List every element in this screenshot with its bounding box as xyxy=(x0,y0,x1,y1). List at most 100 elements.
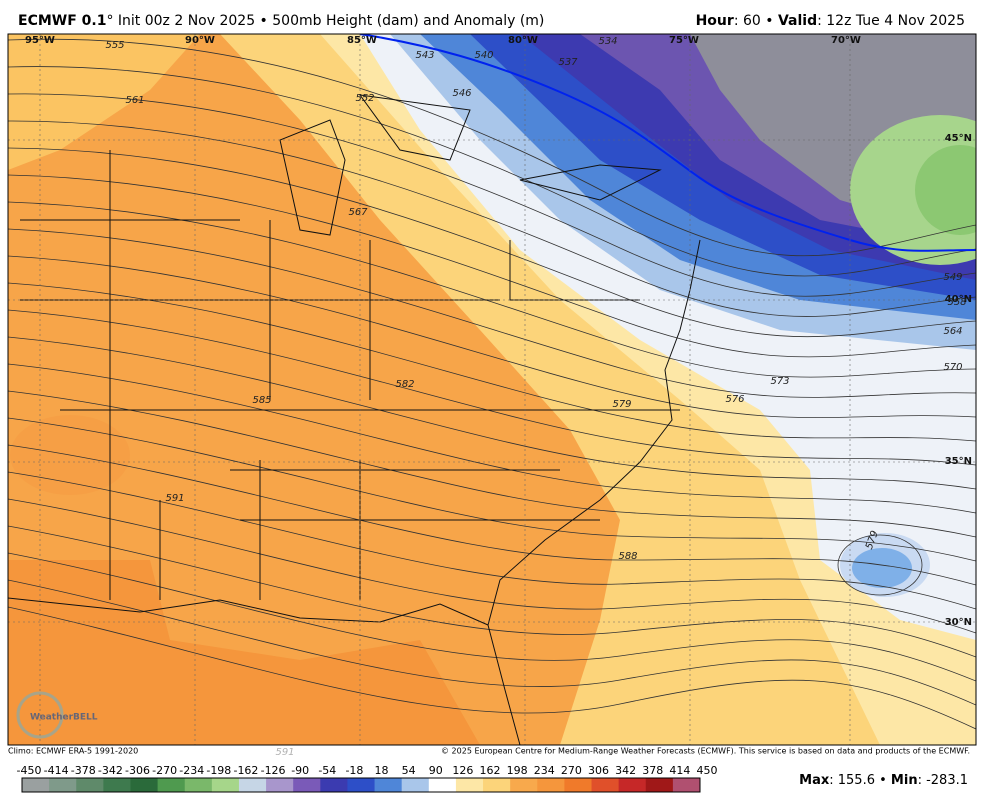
borders xyxy=(8,94,701,745)
colorbar-swatch xyxy=(455,778,484,792)
contour xyxy=(8,525,976,658)
colorbar-tick-label: -306 xyxy=(125,764,150,777)
min-value: : -283.1 xyxy=(918,773,968,788)
colorbar-swatch xyxy=(618,778,647,792)
colorbar-frame xyxy=(21,777,701,793)
colorbar-swatch xyxy=(483,778,511,792)
graticule xyxy=(8,34,976,745)
title-rest: ° Init 00z 2 Nov 2025 • 500mb Height (da… xyxy=(106,13,544,29)
field xyxy=(220,34,976,745)
contour-label: 549 xyxy=(943,272,962,283)
colorbar-swatch xyxy=(76,778,104,792)
colorbar-tick-label: 270 xyxy=(561,764,582,777)
colorbar-tick-label: -90 xyxy=(291,764,309,777)
contour xyxy=(8,579,976,706)
colorbar-swatch xyxy=(184,778,213,792)
colorbar-tick-label: 234 xyxy=(534,764,555,777)
contour xyxy=(8,363,976,514)
colorbar-swatch xyxy=(537,778,565,792)
contour-label: 558 xyxy=(947,297,966,308)
colorbar-swatch xyxy=(157,778,186,792)
colorbar-tick-label: -342 xyxy=(98,764,123,777)
longitude-label: 90°W xyxy=(185,35,215,46)
max-label: Max xyxy=(799,773,830,788)
contour-label: 534 xyxy=(598,36,617,47)
contour xyxy=(8,444,976,586)
valid-label: Valid xyxy=(778,13,817,29)
colorbar-tick-label: -18 xyxy=(345,764,363,777)
colorbar-swatch xyxy=(266,778,294,792)
min-label: Min xyxy=(891,773,918,788)
contour-label: 582 xyxy=(395,379,414,390)
title: ECMWF 0.1° Init 00z 2 Nov 2025 • 500mb H… xyxy=(18,13,544,29)
colorbar-swatch xyxy=(347,778,376,792)
copyright: © 2025 European Centre for Medium-Range … xyxy=(441,747,970,756)
contour xyxy=(8,498,976,634)
field xyxy=(915,145,976,235)
colorbar-swatch xyxy=(238,778,267,792)
field xyxy=(8,34,720,745)
climo: Climo: ECMWF ERA-5 1991-2020 xyxy=(8,747,138,756)
colorbar-tick-label: 306 xyxy=(588,764,609,777)
colorbar-tick-label: 18 xyxy=(375,764,389,777)
colorbar-tick-label: 90 xyxy=(429,764,443,777)
contour xyxy=(8,471,976,610)
contour xyxy=(8,228,976,398)
valid-info: Hour: 60 • Valid: 12z Tue 4 Nov 2025 xyxy=(696,13,965,29)
longitude-label: 85°W xyxy=(347,35,377,46)
colorbar-tick-label: -162 xyxy=(233,764,258,777)
colorbar-tick-label: -54 xyxy=(318,764,336,777)
field xyxy=(360,34,976,640)
contour xyxy=(8,282,976,442)
colorbar-tick-label: 342 xyxy=(615,764,636,777)
contour xyxy=(8,606,976,730)
longitude-label: 95°W xyxy=(25,35,55,46)
contour-label: 552 xyxy=(355,93,374,104)
colorbar-swatch xyxy=(130,778,159,792)
contour-label: 540 xyxy=(474,50,493,61)
colorbar-tick-label: 162 xyxy=(480,764,501,777)
colorbar-swatch xyxy=(591,778,620,792)
latitude-label: 30°N xyxy=(945,617,972,628)
contour-label: 591 xyxy=(275,747,294,758)
colorbar-tick-label: -450 xyxy=(17,764,42,777)
contour xyxy=(8,93,976,297)
map-frame xyxy=(7,33,977,746)
field xyxy=(320,34,976,745)
contour-label: 588 xyxy=(618,551,637,562)
longitude-label: 70°W xyxy=(831,35,861,46)
contour xyxy=(8,201,976,378)
colorbar-swatch xyxy=(510,778,538,792)
colorbar-swatch xyxy=(374,778,403,792)
contour-label: 579 xyxy=(612,399,631,410)
contour xyxy=(8,147,976,338)
contour-label: 561 xyxy=(125,95,144,106)
colorbar-swatch xyxy=(672,778,701,792)
contour xyxy=(8,390,976,538)
contour xyxy=(8,552,976,682)
contour-label: 576 xyxy=(725,394,744,405)
field xyxy=(8,34,200,170)
colorbar-swatch xyxy=(22,778,50,792)
stats: Max: 155.6 • Min: -283.1 xyxy=(799,773,968,788)
contour-label: 546 xyxy=(452,88,471,99)
colorbar-tick-label: -378 xyxy=(71,764,96,777)
colorbar-swatch xyxy=(49,778,77,792)
colorbar-tick-label: 126 xyxy=(452,764,473,777)
colorbar-tick-label: 450 xyxy=(697,764,718,777)
contour-label: 573 xyxy=(770,376,789,387)
hour: : 60 • xyxy=(734,13,778,29)
contour xyxy=(8,38,976,257)
contour-label: 591 xyxy=(165,493,184,504)
map xyxy=(8,34,976,745)
contour-label: 570 xyxy=(943,362,962,373)
colorbar-tick-label: 198 xyxy=(507,764,528,777)
contour xyxy=(8,66,976,277)
colorbar-swatch xyxy=(645,778,674,792)
contour xyxy=(8,255,976,419)
contour-label: 564 xyxy=(943,326,962,337)
contour xyxy=(8,174,976,358)
latitude-label: 45°N xyxy=(945,133,972,144)
contour xyxy=(8,336,976,490)
